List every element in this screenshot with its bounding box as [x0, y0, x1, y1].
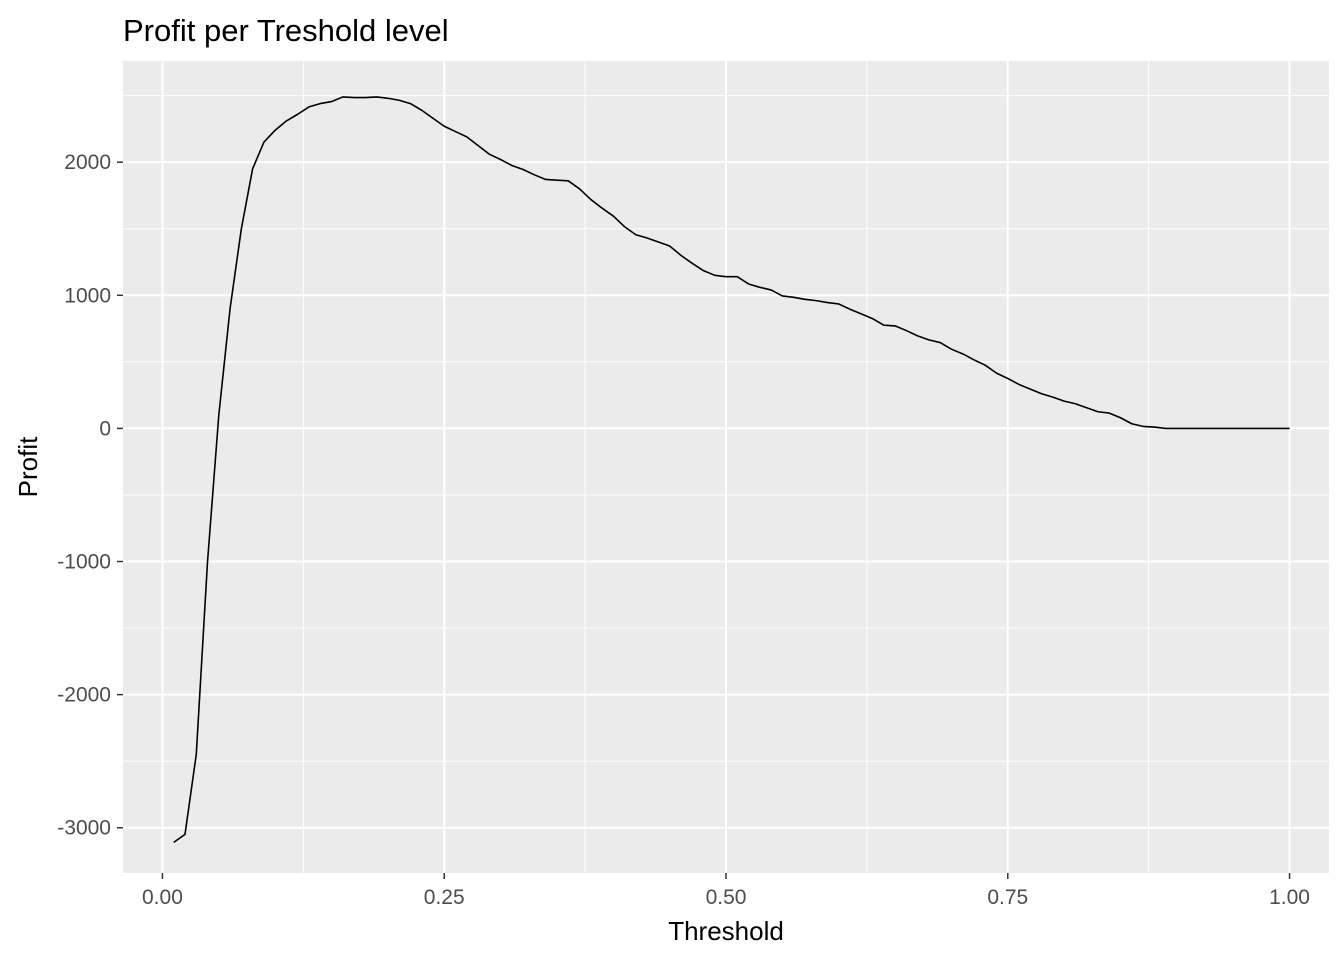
x-tick-label: 0.50	[706, 886, 747, 909]
major-gridlines	[123, 61, 1329, 873]
x-axis-ticks: 0.00 0.25 0.50 0.75 1.00	[142, 873, 1310, 909]
x-tick-label: 1.00	[1269, 886, 1310, 909]
y-tick-label: -2000	[57, 684, 111, 707]
y-tick-label: 1000	[64, 284, 111, 307]
chart-title: Profit per Treshold level	[123, 13, 449, 48]
y-tick-label: 2000	[64, 151, 111, 174]
y-tick-label: -1000	[57, 551, 111, 574]
x-tick-label: 0.75	[987, 886, 1028, 909]
profit-line	[173, 96, 1290, 844]
y-tick-label: 0	[99, 417, 111, 440]
y-axis-title: Profit	[13, 436, 43, 497]
x-axis-title: Threshold	[668, 916, 784, 946]
y-tick-label: -3000	[57, 817, 111, 840]
x-tick-label: 0.25	[424, 886, 465, 909]
x-tick-label: 0.00	[142, 886, 183, 909]
y-axis-ticks: -3000 -2000 -1000 0 1000 2000	[57, 151, 123, 840]
